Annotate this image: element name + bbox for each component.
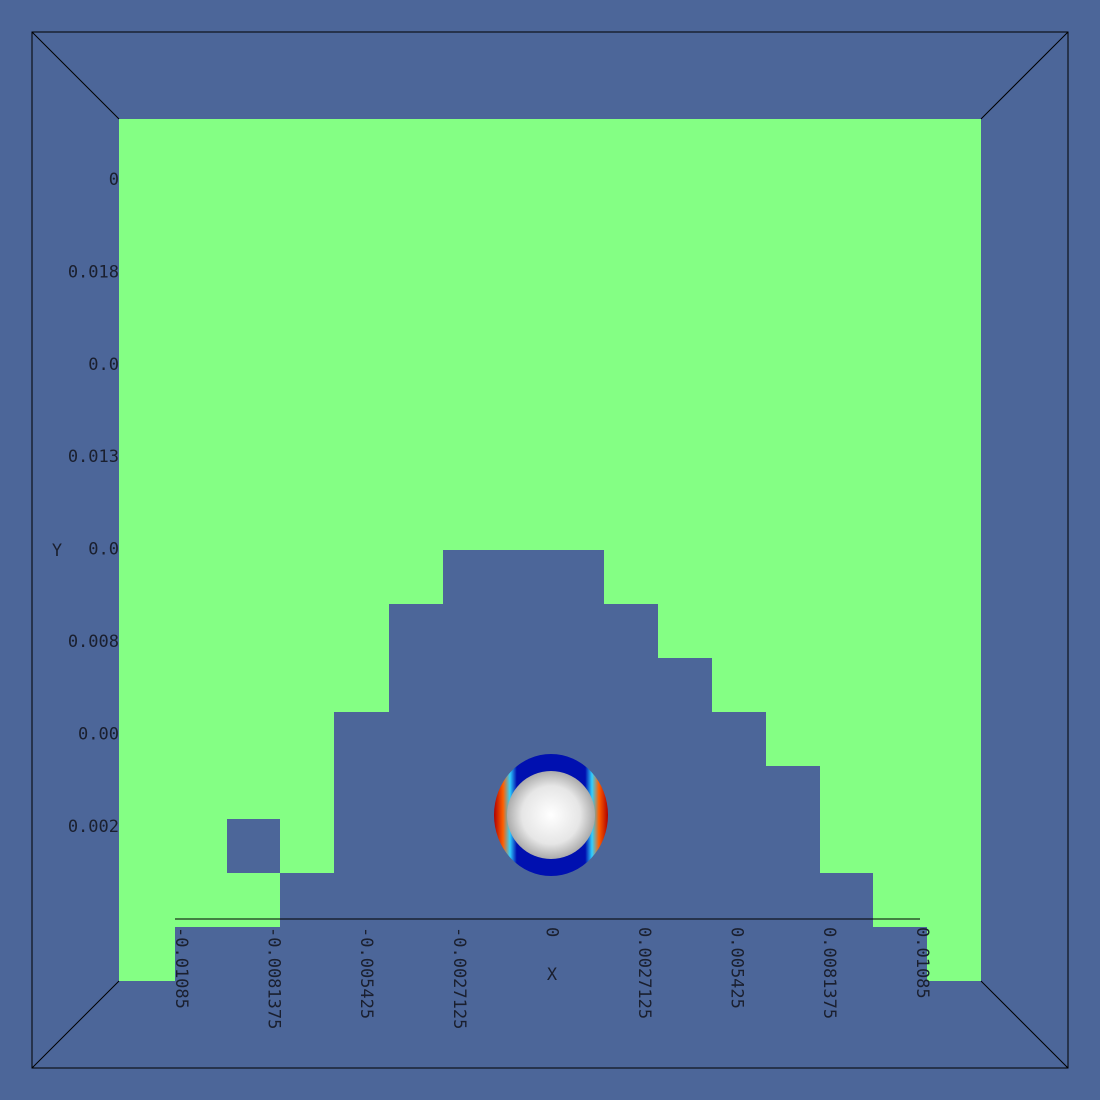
y-label: 0.018 xyxy=(68,262,119,282)
y-label: 0.0 xyxy=(88,355,119,375)
x-label: 0 xyxy=(541,927,561,937)
x-label: -0.0081375 xyxy=(264,927,284,1029)
sphere xyxy=(507,771,595,859)
x-label: 0.01085 xyxy=(912,927,932,999)
y-label: 0.00 xyxy=(78,724,119,744)
x-label: 0.0027125 xyxy=(634,927,654,1019)
y-label: 0.002 xyxy=(68,817,119,837)
x-label: 0.0081375 xyxy=(819,927,839,1019)
y-labels: 0 0.018 0.0 0.013 0.0 0.008 0.00 0.002 xyxy=(68,170,119,837)
x-axis-title: X xyxy=(547,965,558,985)
y-label: 0.0 xyxy=(88,540,119,560)
y-label: 0.008 xyxy=(68,632,119,652)
x-label: -0.01085 xyxy=(171,927,191,1009)
bounding-box xyxy=(31,31,1069,1069)
x-label: -0.005425 xyxy=(356,927,376,1019)
y-axis-title: Y xyxy=(52,541,62,561)
y-label: 0 xyxy=(109,170,119,190)
x-label: -0.0027125 xyxy=(449,927,469,1029)
x-label: 0.005425 xyxy=(727,927,747,1009)
y-label: 0.013 xyxy=(68,447,119,467)
x-labels: -0.01085 -0.0081375 -0.005425 -0.0027125 0 0.… xyxy=(171,927,932,1029)
plane-hole xyxy=(227,819,280,873)
